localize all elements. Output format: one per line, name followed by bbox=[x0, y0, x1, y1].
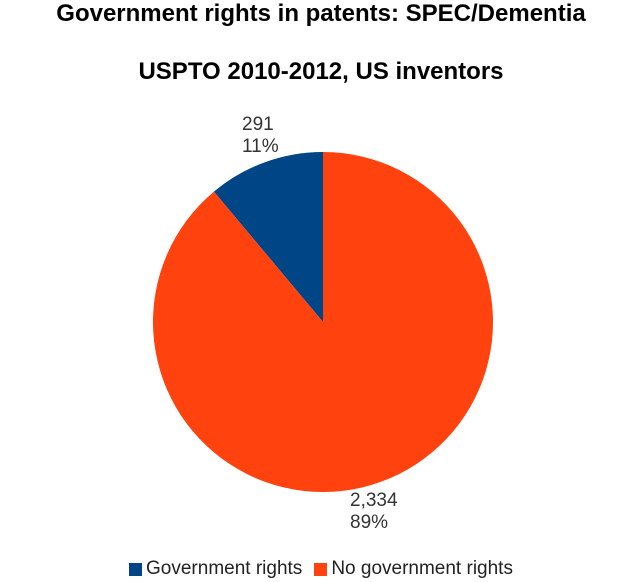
chart-legend: Government rights No government rights bbox=[0, 558, 642, 580]
slice-label-government-rights: 291 11% bbox=[242, 114, 279, 158]
chart-subtitle: USPTO 2010-2012, US inventors bbox=[138, 58, 504, 85]
slice-label-no-government-rights: 2,334 89% bbox=[350, 490, 398, 534]
legend-swatch-no-government-rights bbox=[314, 562, 328, 576]
legend-swatch-government-rights bbox=[129, 562, 143, 576]
slice-percent-no-government-rights: 89% bbox=[350, 512, 389, 533]
legend-label-no-government-rights: No government rights bbox=[331, 558, 513, 579]
slice-no-government-rights bbox=[152, 152, 493, 492]
slice-government-rights bbox=[213, 152, 323, 322]
legend-item-government-rights: Government rights bbox=[129, 558, 302, 580]
chart-title: Government rights in patents: SPEC/Demen… bbox=[56, 0, 586, 27]
legend-item-no-government-rights: No government rights bbox=[314, 558, 513, 580]
slice-value-no-government-rights: 2,334 bbox=[350, 490, 398, 511]
slice-value-government-rights: 291 bbox=[242, 114, 274, 135]
legend-label-government-rights: Government rights bbox=[146, 558, 303, 579]
slice-percent-government-rights: 11% bbox=[242, 136, 279, 157]
